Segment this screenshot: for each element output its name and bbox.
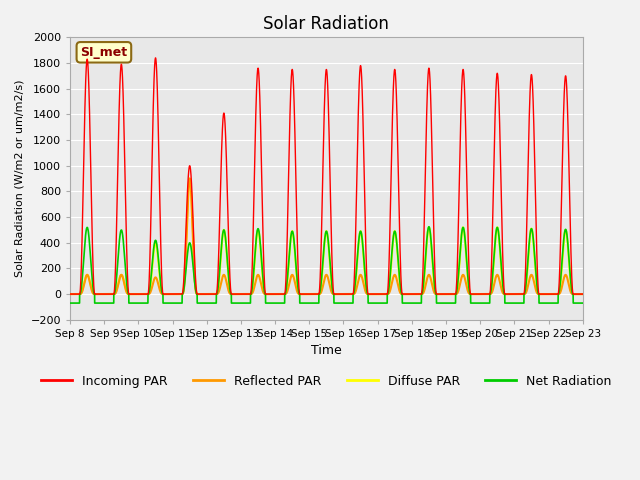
X-axis label: Time: Time — [311, 344, 342, 357]
Y-axis label: Solar Radiation (W/m2 or um/m2/s): Solar Radiation (W/m2 or um/m2/s) — [15, 80, 25, 277]
Title: Solar Radiation: Solar Radiation — [264, 15, 389, 33]
Legend: Incoming PAR, Reflected PAR, Diffuse PAR, Net Radiation: Incoming PAR, Reflected PAR, Diffuse PAR… — [36, 370, 617, 393]
Text: SI_met: SI_met — [81, 46, 127, 59]
